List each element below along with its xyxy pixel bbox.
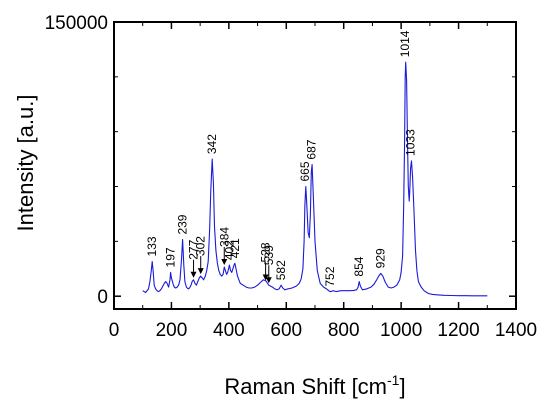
y-axis-title: Intensity [a.u.] xyxy=(13,95,38,232)
peak-label-197: 197 xyxy=(164,247,178,267)
axis-ticks xyxy=(113,21,517,309)
peak-arrowhead-277 xyxy=(190,271,197,278)
x-tick-label: 400 xyxy=(213,320,245,341)
peak-label-539: 539 xyxy=(262,245,276,265)
peak-label-582: 582 xyxy=(274,260,288,280)
peak-label-302: 302 xyxy=(194,236,208,256)
peak-label-384: 384 xyxy=(217,227,231,247)
peak-label-133: 133 xyxy=(145,236,159,256)
x-axis-title-superscript: -1 xyxy=(387,372,400,388)
y-tick-label: 150000 xyxy=(45,13,108,34)
x-tick-label: 600 xyxy=(270,320,302,341)
x-tick-label: 800 xyxy=(328,320,360,341)
peak-label-402: 402 xyxy=(222,240,236,260)
spectrum-line xyxy=(142,61,488,297)
peak-arrowhead-528 xyxy=(262,274,269,281)
peak-label-239: 239 xyxy=(176,214,190,234)
axis-tick-labels: 0 200 400 600 800 1000 1200 1400 0 150000 xyxy=(45,13,538,341)
series-group xyxy=(142,61,488,297)
peak-label-929: 929 xyxy=(374,248,388,268)
peak-label-528: 528 xyxy=(259,242,273,262)
peak-arrowhead-302 xyxy=(197,268,204,275)
peak-label-687: 687 xyxy=(304,139,318,159)
peak-label-752: 752 xyxy=(323,266,337,286)
x-tick-label: 1400 xyxy=(495,320,537,341)
peak-label-1033: 1033 xyxy=(404,129,418,156)
peak-label-421: 421 xyxy=(228,238,242,258)
peak-label-277: 277 xyxy=(187,239,201,259)
x-tick-label: 1200 xyxy=(437,320,479,341)
x-tick-label: 1000 xyxy=(380,320,422,341)
x-tick-label: 200 xyxy=(156,320,188,341)
x-axis-title-end: ] xyxy=(399,374,405,399)
peak-label-342: 342 xyxy=(205,134,219,154)
peak-arrowhead-384 xyxy=(221,258,228,265)
peak-label-1014: 1014 xyxy=(398,30,412,57)
peak-label-665: 665 xyxy=(298,161,312,181)
x-axis-title: Raman Shift [cm-1] xyxy=(224,372,405,399)
peak-arrowhead-539 xyxy=(265,277,272,284)
peak-label-854: 854 xyxy=(352,256,366,276)
x-tick-label: 0 xyxy=(109,320,120,341)
y-tick-label: 0 xyxy=(97,287,108,308)
